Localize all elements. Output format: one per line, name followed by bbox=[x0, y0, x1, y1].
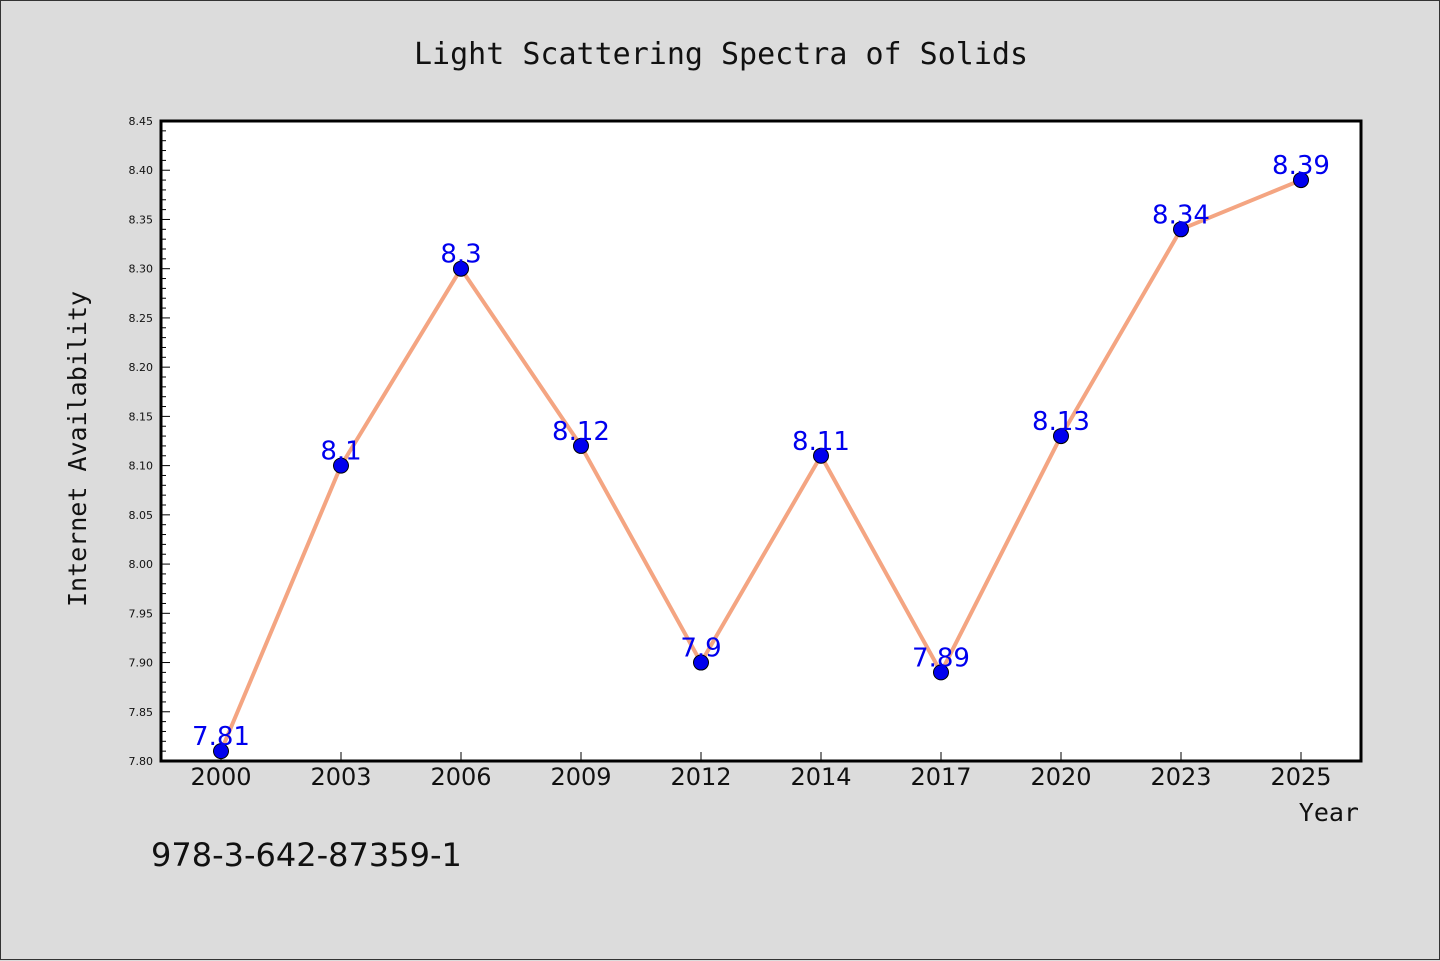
x-tick-label: 2003 bbox=[310, 763, 371, 791]
data-point bbox=[1293, 172, 1309, 189]
data-label: 7.89 bbox=[912, 643, 970, 673]
y-tick-label: 7.85 bbox=[129, 706, 154, 719]
x-axis: 2000 2003 2006 2009 2012 2014 2017 2020 2023 2025 bbox=[190, 752, 1332, 791]
y-axis: 7.80 7.85 7.90 7.95 8.00 8.05 8.10 8.15 8.20 8.25… bbox=[129, 115, 170, 768]
data-label: 7.9 bbox=[680, 634, 721, 664]
x-tick-label: 2006 bbox=[430, 763, 491, 791]
x-tick-label: 2012 bbox=[670, 763, 731, 791]
data-point bbox=[453, 260, 469, 277]
y-tick-label: 8.40 bbox=[129, 164, 154, 177]
y-tick-label: 8.35 bbox=[129, 213, 154, 226]
data-point bbox=[213, 743, 229, 760]
data-label: 8.11 bbox=[792, 427, 850, 457]
x-tick-label: 2020 bbox=[1030, 763, 1091, 791]
x-tick-label: 2023 bbox=[1150, 763, 1211, 791]
x-tick-label: 2017 bbox=[910, 763, 971, 791]
x-axis-label: Year bbox=[1299, 798, 1359, 827]
y-tick-label: 8.45 bbox=[129, 115, 154, 128]
plot-area bbox=[159, 119, 1363, 763]
x-tick-label: 2009 bbox=[550, 763, 611, 791]
series-layer: 7.81 8.1 8.3 8.12 7.9 8.11 7.89 8.13 8.34 8.39 bbox=[192, 151, 1330, 760]
y-axis-label: Internet Availability bbox=[63, 291, 92, 607]
chart-title: Light Scattering Spectra of Solids bbox=[414, 37, 1028, 72]
x-tick-label: 2025 bbox=[1270, 763, 1331, 791]
y-tick-label: 8.05 bbox=[129, 509, 154, 522]
x-tick-label: 2000 bbox=[190, 763, 251, 791]
data-point bbox=[1173, 221, 1189, 238]
data-point bbox=[573, 437, 589, 454]
data-point bbox=[933, 664, 949, 681]
y-tick-label: 8.15 bbox=[129, 410, 154, 423]
data-point bbox=[333, 457, 349, 474]
data-label: 8.13 bbox=[1032, 407, 1090, 437]
y-tick-label: 8.10 bbox=[129, 460, 154, 473]
data-label: 8.1 bbox=[320, 437, 361, 467]
data-label: 8.34 bbox=[1152, 200, 1210, 230]
footnote: 978-3-642-87359-1 bbox=[151, 836, 462, 874]
x-tick-label: 2014 bbox=[790, 763, 851, 791]
y-tick-label: 7.90 bbox=[129, 657, 154, 670]
series-line bbox=[219, 178, 1303, 754]
data-label: 7.81 bbox=[192, 722, 250, 752]
y-tick-label: 7.95 bbox=[129, 607, 154, 620]
y-tick-label: 8.20 bbox=[129, 361, 154, 374]
data-point bbox=[813, 447, 829, 464]
y-tick-label: 8.00 bbox=[129, 558, 154, 571]
data-label: 8.3 bbox=[440, 240, 481, 270]
data-point bbox=[1053, 428, 1069, 445]
data-label: 8.39 bbox=[1272, 151, 1330, 181]
y-tick-label: 8.30 bbox=[129, 263, 154, 276]
data-label: 8.12 bbox=[552, 417, 610, 447]
y-tick-label: 8.25 bbox=[129, 312, 154, 325]
y-tick-label: 7.80 bbox=[129, 755, 154, 768]
data-point bbox=[693, 654, 709, 671]
